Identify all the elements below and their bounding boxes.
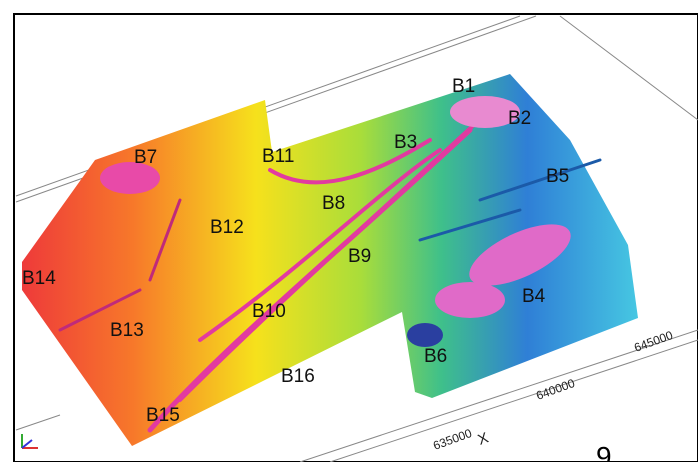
region-label: B9 <box>348 246 371 267</box>
region-label: B14 <box>22 268 56 289</box>
figure: B1B2B3B4B5B6B7B8B9B10B11B12B13B14B15B16 … <box>0 0 698 462</box>
region-label: B11 <box>262 146 294 167</box>
region-label: B16 <box>281 366 315 387</box>
region-label: B15 <box>146 405 180 426</box>
region-label: B8 <box>322 193 345 214</box>
region-label: B13 <box>110 320 144 341</box>
region-label: B10 <box>252 301 286 322</box>
region-label: B5 <box>546 166 569 187</box>
region-label: B7 <box>134 147 157 168</box>
region-label: B12 <box>210 217 244 238</box>
region-label: B1 <box>452 76 475 97</box>
region-label: B4 <box>522 286 546 307</box>
region-label: B6 <box>424 346 447 367</box>
region-label: B2 <box>508 108 531 129</box>
page-number: 9 <box>596 441 612 462</box>
region-label: B3 <box>394 132 417 153</box>
